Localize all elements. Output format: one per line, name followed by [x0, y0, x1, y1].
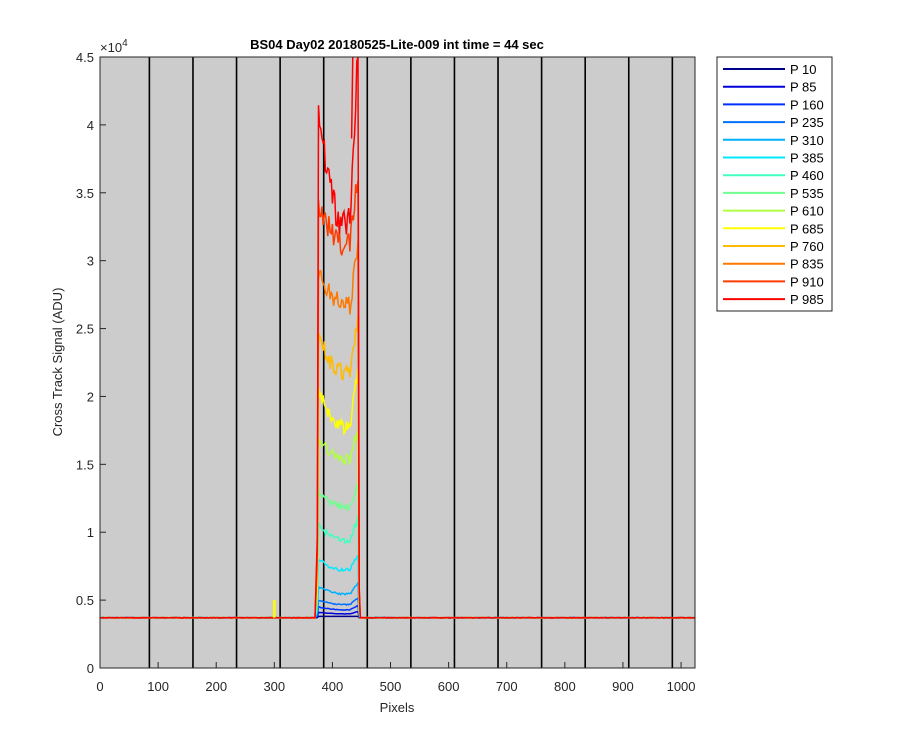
x-tick-label: 200 — [205, 679, 227, 694]
y-tick-label: 1 — [87, 525, 94, 540]
legend-label: P 535 — [790, 186, 824, 201]
y-tick-label: 0 — [87, 661, 94, 676]
vertical-markers — [148, 57, 674, 668]
red-peak — [350, 56, 354, 139]
legend-box — [716, 56, 833, 312]
y-tick-label: 1.5 — [76, 457, 94, 472]
legend-label: P 85 — [790, 80, 817, 95]
series-lines — [99, 56, 696, 619]
plot-frame — [99, 56, 696, 669]
legend-label: P 10 — [790, 62, 817, 77]
legend-label: P 160 — [790, 97, 824, 112]
legend: P 10 P 85 P 160 P 235 P 310 P 385 P 460 P 535 P … — [716, 56, 833, 312]
series-line-p985 — [100, 56, 696, 619]
y-tick-label: 4.5 — [76, 50, 94, 65]
y-exponent-multiplier: ×104 — [100, 38, 128, 55]
legend-label: P 235 — [790, 115, 824, 130]
plot-area — [100, 57, 695, 668]
legend-label: P 760 — [790, 239, 824, 254]
legend-label: P 460 — [790, 168, 824, 183]
legend-label: P 685 — [790, 221, 824, 236]
x-tick-label: 800 — [554, 679, 576, 694]
legend-label: P 610 — [790, 204, 824, 219]
legend-label: P 310 — [790, 133, 824, 148]
x-tick-label: 500 — [380, 679, 402, 694]
x-axis-label: Pixels — [380, 700, 415, 715]
legend-label: P 910 — [790, 274, 824, 289]
y-tick-label: 2 — [87, 389, 94, 404]
x-axis: 0 100 200 300 400 500 600 700 800 900 1000 — [96, 662, 696, 694]
y-tick-label: 2.5 — [76, 322, 94, 337]
y-axis-label: Cross Track Signal (ADU) — [50, 288, 65, 437]
y-axis: 0 0.5 1 1.5 2 2.5 3 3.5 4 4.5 — [76, 50, 106, 676]
x-tick-label: 1000 — [667, 679, 696, 694]
x-tick-label: 700 — [496, 679, 518, 694]
y-tick-label: 3 — [87, 254, 94, 269]
legend-label: P 835 — [790, 257, 824, 272]
legend-label: P 385 — [790, 151, 824, 166]
x-tick-label: 300 — [263, 679, 285, 694]
legend-label: P 985 — [790, 292, 824, 307]
x-tick-label: 900 — [612, 679, 634, 694]
y-tick-label: 0.5 — [76, 593, 94, 608]
chart-title: BS04 Day02 20180525-Lite-009 int time = … — [250, 37, 544, 52]
y-tick-label: 3.5 — [76, 186, 94, 201]
x-tick-label: 100 — [147, 679, 169, 694]
y-tick-label: 4 — [87, 118, 94, 133]
x-tick-label: 400 — [322, 679, 344, 694]
x-tick-label: 0 — [96, 679, 103, 694]
x-tick-label: 600 — [438, 679, 460, 694]
